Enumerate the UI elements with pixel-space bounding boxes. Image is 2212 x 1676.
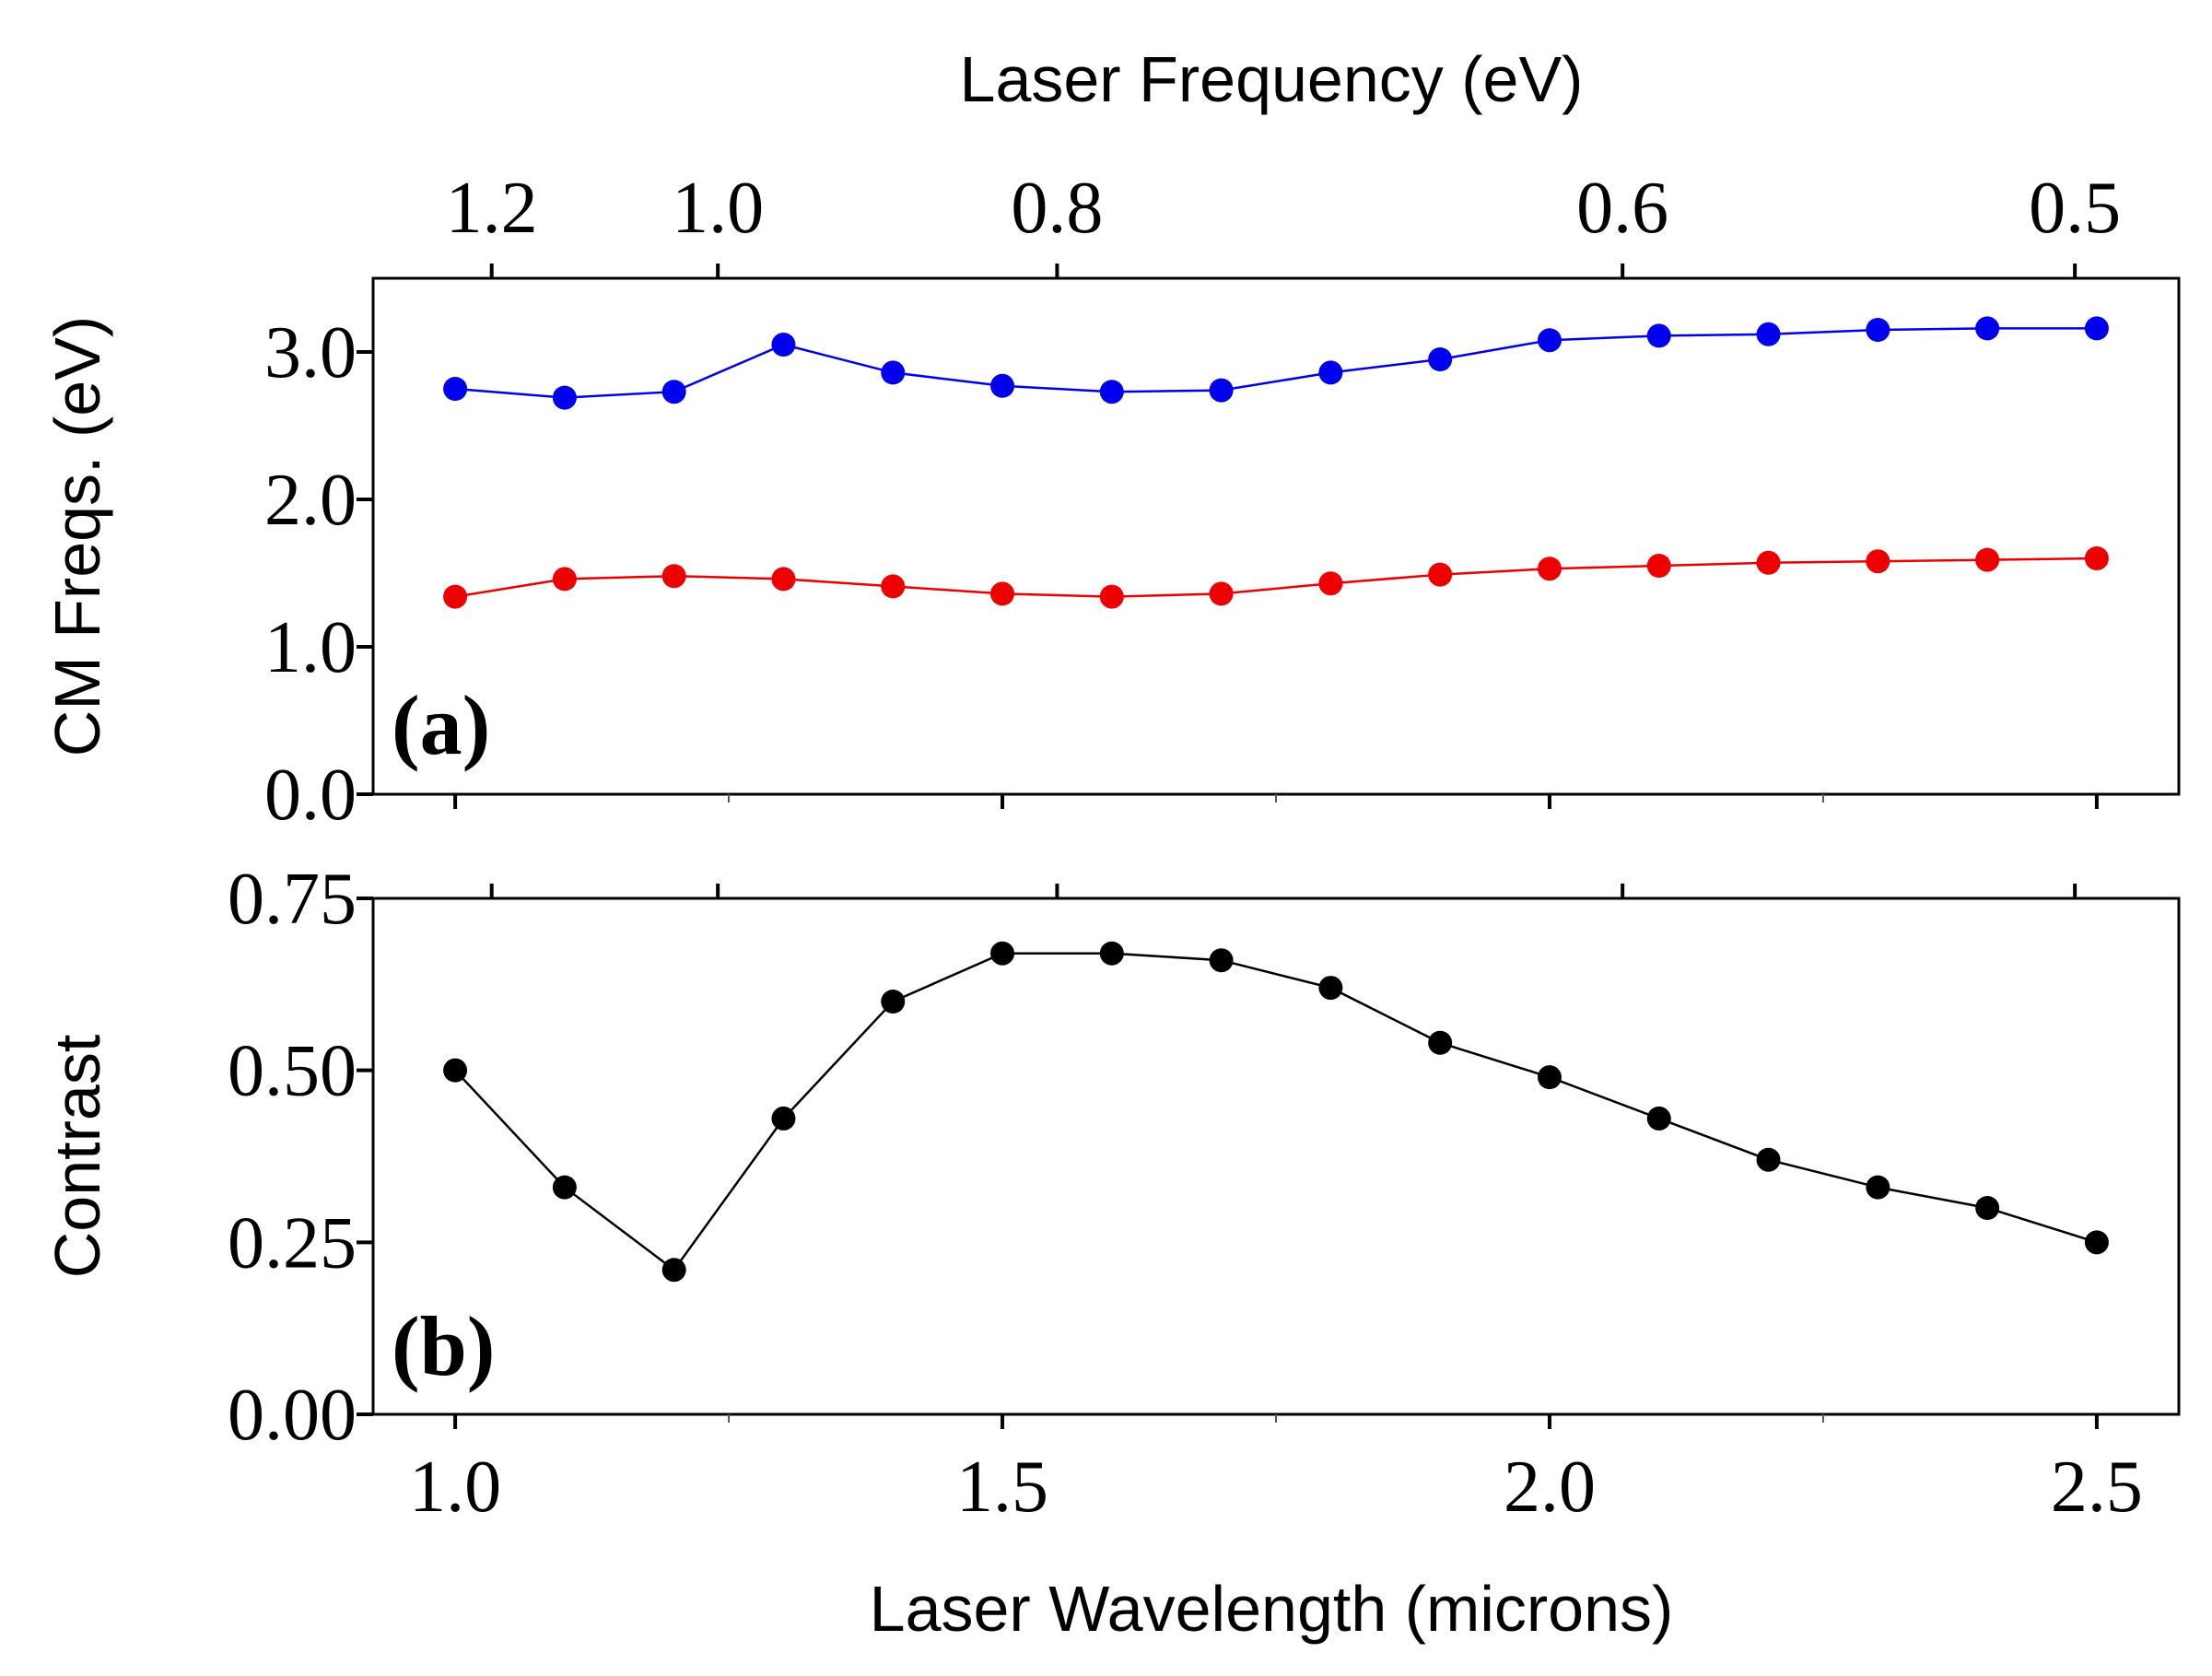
panel-a-series-line <box>454 327 2097 399</box>
panel-b: 0.00 0.25 0.50 0.75 1.0 1.5 2.0 2.5 Contrast (b… <box>41 859 2181 1528</box>
top-tick-label: 0.6 <box>1576 168 1668 249</box>
x-tick-label: 2.0 <box>1504 1447 1596 1528</box>
panel-a-data-point <box>443 377 468 401</box>
panel-b-series <box>443 941 2109 1283</box>
panel-b-y-axis-title: Contrast <box>41 1035 113 1279</box>
panel-a-data-point <box>1209 581 1234 606</box>
panel-b-y-tick-label: 0.50 <box>228 1031 357 1112</box>
panel-a-data-point <box>2084 546 2109 570</box>
panel-a-y-tick-label: 2.0 <box>264 460 357 541</box>
panel-a-data-point <box>661 380 686 404</box>
x-tick-label: 2.5 <box>2051 1447 2143 1528</box>
x-tick-label: 1.0 <box>409 1447 501 1528</box>
panel-a-data-point <box>1318 571 1343 596</box>
panel-b-data-point <box>1537 1065 1562 1090</box>
panel-a-data-point <box>1428 347 1453 371</box>
panel-a-series <box>443 316 2109 609</box>
panel-b-data-point <box>1866 1175 1890 1200</box>
panel-a-data-point <box>1537 328 1562 353</box>
panel-a-series-line <box>454 557 2097 598</box>
panel-b-label: (b) <box>392 1299 495 1393</box>
panel-b-data-point <box>771 1106 796 1131</box>
top-tick-label: 1.2 <box>446 168 538 249</box>
panel-a-data-point <box>1646 323 1671 348</box>
panel-a-data-point <box>771 567 796 592</box>
panel-b-data-point <box>1209 948 1234 973</box>
panel-a-data-point <box>990 373 1015 398</box>
panel-a-data-point <box>1537 557 1562 581</box>
panel-a-y-tick-label: 0.0 <box>264 755 357 836</box>
panel-a-label: (a) <box>392 678 490 772</box>
panel-a-data-point <box>1209 378 1234 403</box>
panel-a-data-point <box>1318 360 1343 385</box>
panel-a-data-point <box>552 385 577 410</box>
panel-b-data-point <box>1756 1147 1781 1172</box>
panel-b-data-point <box>661 1258 686 1283</box>
top-tick-label: 0.5 <box>2029 168 2121 249</box>
panel-a-data-point <box>1646 554 1671 578</box>
panel-a-y-tick-label: 3.0 <box>264 312 357 393</box>
panel-b-series-line <box>454 952 2098 1272</box>
x-tick-label: 1.5 <box>956 1447 1048 1528</box>
panel-b-data-point <box>1428 1030 1453 1055</box>
panel-b-data-point <box>2084 1230 2109 1255</box>
panel-b-data-point <box>552 1175 577 1200</box>
bottom-axis-title: Laser Wavelength (microns) <box>870 1573 1674 1645</box>
panel-a-data-point <box>990 581 1015 606</box>
panel-a-data-point <box>881 360 906 385</box>
panel-b-y-tick-label: 0.75 <box>228 859 357 940</box>
panel-a-data-point <box>771 333 796 357</box>
panel-b-data-point <box>1975 1196 2000 1220</box>
panel-b-data-point <box>1099 941 1124 966</box>
panel-a-y-axis-title: CM Freqs. (eV) <box>41 316 113 756</box>
panel-a-data-point <box>1975 316 2000 341</box>
panel-a-data-point <box>1428 562 1453 587</box>
top-axis-title: Laser Frequency (eV) <box>960 43 1584 115</box>
panel-b-data-point <box>881 990 906 1014</box>
panel-b-data-point <box>1646 1106 1671 1131</box>
panel-a-data-point <box>881 574 906 599</box>
panel-b-data-point <box>990 941 1015 966</box>
panel-a-data-point <box>443 584 468 609</box>
panel-a-data-point <box>1866 549 1890 574</box>
panel-a: 0.0 1.0 2.0 3.0 1.2 1.0 0.8 0.6 0.5 CM Freqs. (e… <box>41 168 2181 836</box>
panel-b-data-point <box>443 1058 468 1083</box>
top-tick-label: 0.8 <box>1011 168 1103 249</box>
panel-a-y-tick-label: 1.0 <box>264 607 357 688</box>
panel-a-data-point <box>552 567 577 592</box>
panel-a-data-point <box>2084 316 2109 341</box>
panel-a-data-point <box>1099 584 1124 609</box>
panel-b-data-point <box>1318 976 1343 1001</box>
top-tick-label: 1.0 <box>672 168 764 249</box>
panel-a-data-point <box>1099 380 1124 404</box>
panel-b-y-tick-label: 0.25 <box>228 1202 357 1283</box>
panel-a-data-point <box>1975 547 2000 572</box>
panel-a-data-point <box>661 564 686 589</box>
panel-b-ticks: 0.00 0.25 0.50 0.75 1.0 1.5 2.0 2.5 <box>228 859 2143 1528</box>
panel-a-data-point <box>1756 322 1781 346</box>
panel-a-ticks: 0.0 1.0 2.0 3.0 1.2 1.0 0.8 0.6 0.5 <box>264 168 2121 836</box>
panel-a-data-point <box>1866 318 1890 342</box>
panel-a-data-point <box>1756 550 1781 575</box>
panel-b-y-tick-label: 0.00 <box>228 1375 357 1456</box>
